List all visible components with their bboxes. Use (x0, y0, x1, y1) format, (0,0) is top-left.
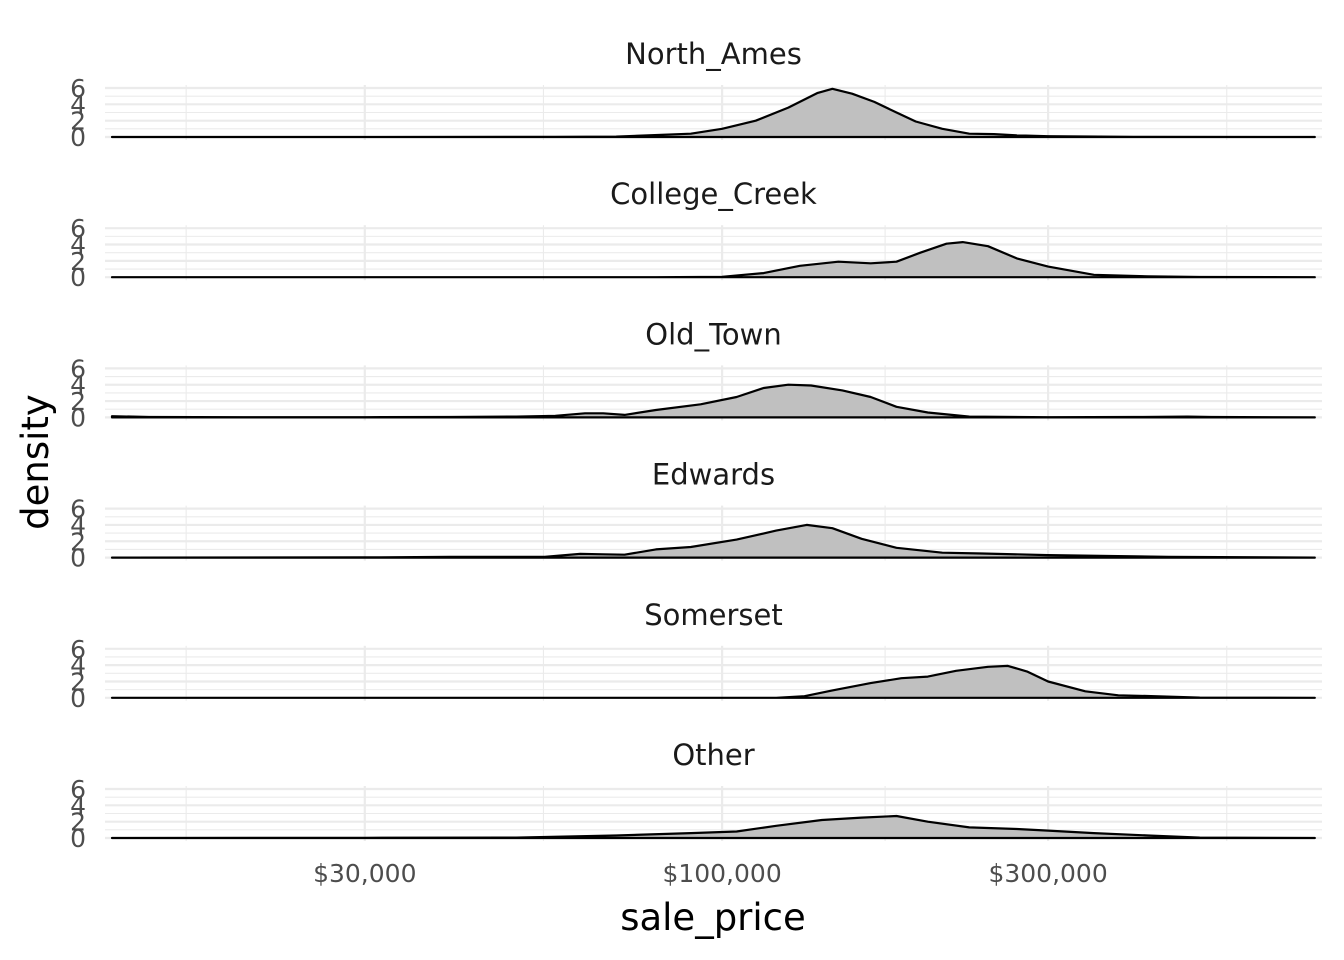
y-tick-label: 4 (70, 90, 86, 119)
density-curve-North_Ames (110, 87, 1316, 139)
density-curve-College_Creek (110, 241, 1316, 279)
x-tick-label: $100,000 (662, 859, 781, 888)
facet-title: Other (672, 738, 754, 772)
x-tick-label: $30,000 (313, 859, 416, 888)
facet-title: North_Ames (625, 37, 802, 71)
y-tick-label: 4 (70, 791, 86, 820)
y-tick-label: 2 (70, 247, 86, 276)
density-curve-Somerset (110, 664, 1316, 699)
y-tick-label: 6 (70, 775, 86, 804)
y-axis-title: density (14, 394, 57, 530)
x-tick-label: $300,000 (988, 859, 1107, 888)
y-tick-label: 2 (70, 387, 86, 416)
density-curve-Other (110, 814, 1316, 840)
y-tick-label: 0 (70, 544, 86, 573)
y-tick-label: 0 (70, 403, 86, 432)
x-axis-title: sale_price (620, 896, 806, 939)
y-tick-label: 0 (70, 824, 86, 853)
y-tick-label: 4 (70, 231, 86, 260)
y-tick-label: 6 (70, 74, 86, 103)
x-axis: $30,000 $100,000 $300,000 (313, 859, 1108, 888)
y-tick-label: 2 (70, 667, 86, 696)
density-curve-Edwards (110, 523, 1316, 559)
density-curve-Old_Town (110, 383, 1316, 419)
y-tick-label: 0 (70, 684, 86, 713)
y-tick-label: 2 (70, 107, 86, 136)
y-tick-label: 4 (70, 511, 86, 540)
y-tick-label: 6 (70, 495, 86, 524)
y-tick-label: 6 (70, 354, 86, 383)
y-tick-label: 0 (70, 123, 86, 152)
y-tick-label: 2 (70, 527, 86, 556)
y-tick-label: 6 (70, 214, 86, 243)
y-tick-label: 4 (70, 651, 86, 680)
y-tick-label: 2 (70, 808, 86, 837)
facet-panels: 0246North_Ames0246College_Creek0246Old_T… (70, 37, 1322, 853)
y-tick-label: 6 (70, 635, 86, 664)
facet-title: College_Creek (610, 177, 817, 211)
facet-title: Old_Town (645, 317, 781, 351)
facet-title: Edwards (652, 458, 775, 492)
facet-title: Somerset (644, 598, 783, 632)
y-tick-label: 4 (70, 371, 86, 400)
y-tick-label: 0 (70, 263, 86, 292)
